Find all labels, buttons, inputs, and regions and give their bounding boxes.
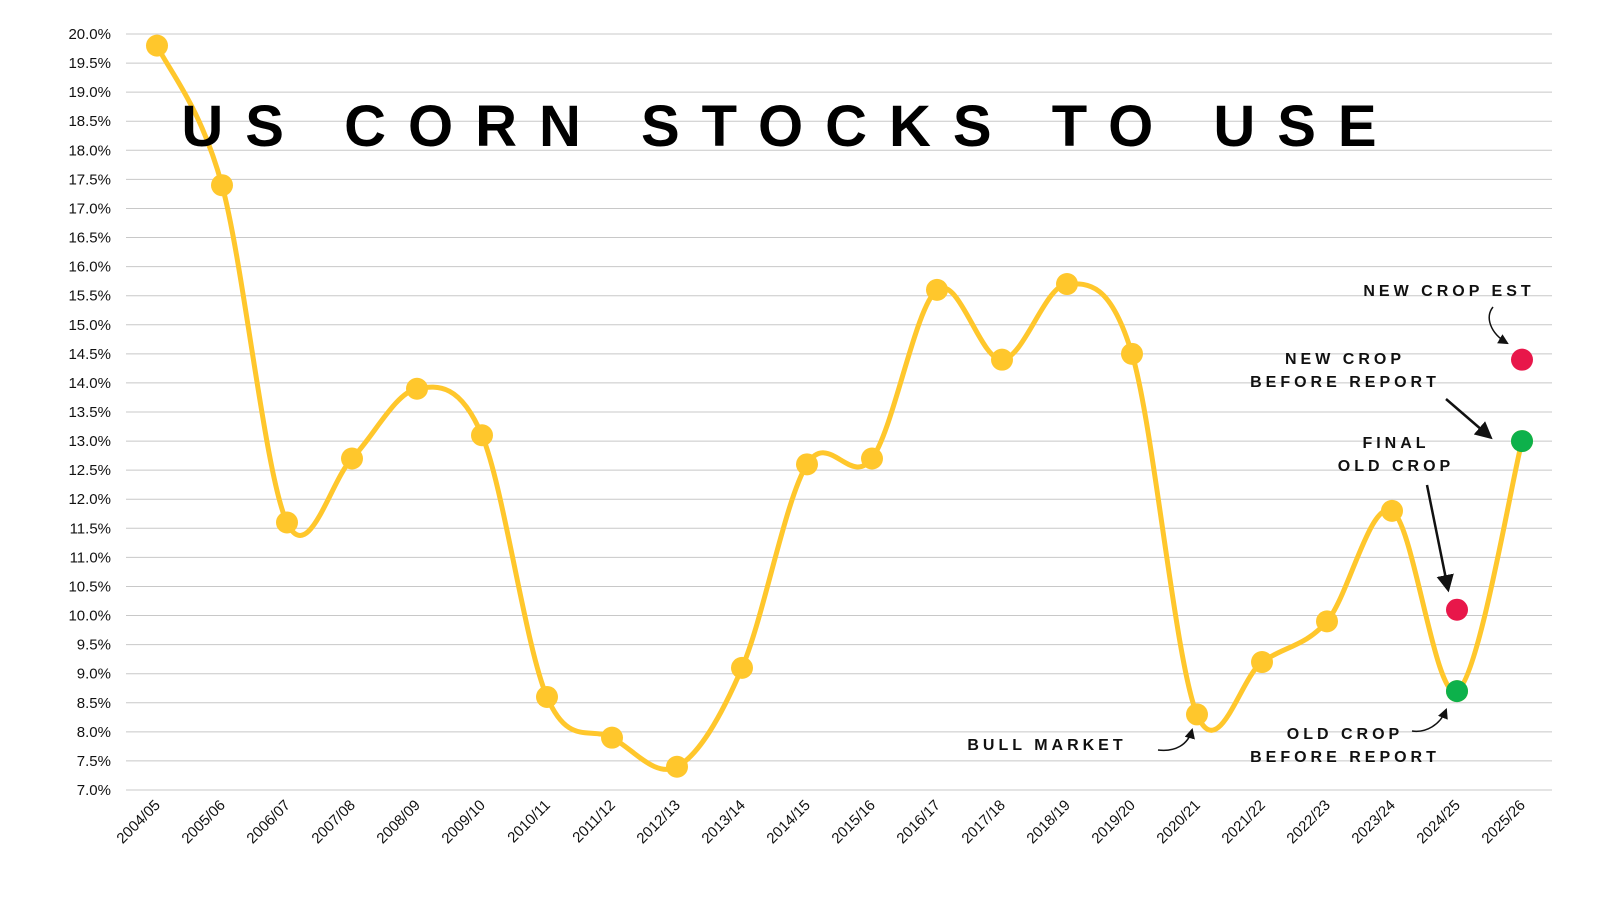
- x-tick-label: 2012/13: [633, 797, 683, 847]
- chart-title: US CORN STOCKS TO USE: [181, 94, 1398, 159]
- x-tick-label: 2022/23: [1283, 797, 1333, 847]
- x-tick-label: 2024/25: [1413, 797, 1463, 847]
- annotation-final-old: OLD CROP: [1338, 458, 1454, 475]
- x-tick-label: 2007/08: [308, 797, 358, 847]
- x-tick-label: 2010/11: [504, 797, 554, 847]
- data-point: [731, 656, 753, 679]
- x-tick-label: 2005/06: [178, 797, 228, 847]
- data-point: [601, 726, 623, 749]
- y-tick-label: 19.5%: [68, 55, 111, 72]
- data-point: [536, 685, 558, 708]
- y-tick-label: 11.0%: [70, 549, 111, 566]
- y-tick-label: 13.0%: [68, 433, 111, 450]
- data-point: [991, 348, 1013, 371]
- data-point: [471, 424, 493, 447]
- annotation-oldcrop-before: BEFORE REPORT: [1250, 749, 1440, 766]
- highlight-point: [1446, 680, 1468, 703]
- x-tick-label: 2019/20: [1088, 797, 1138, 847]
- x-tick-label: 2023/24: [1348, 797, 1398, 847]
- y-axis-tick-labels: 7.0% 7.5% 8.0% 8.5% 9.0% 9.5% 10.0% 10.5% 11.0% 1…: [68, 26, 111, 799]
- y-tick-label: 18.5%: [68, 113, 111, 130]
- y-tick-label: 9.5%: [77, 637, 111, 654]
- highlight-point: [1511, 430, 1533, 453]
- x-axis-tick-labels: 2004/05 2005/06 2006/07 2007/08 2008/09 2009/…: [113, 797, 1528, 847]
- y-tick-label: 13.5%: [68, 404, 111, 421]
- data-point: [276, 511, 298, 534]
- x-tick-label: 2008/09: [373, 797, 423, 847]
- y-tick-label: 16.5%: [68, 230, 111, 247]
- extra-point: [1446, 598, 1468, 621]
- x-tick-label: 2020/21: [1153, 797, 1203, 847]
- x-tick-label: 2013/14: [698, 797, 748, 847]
- annotation-newcrop-before: NEW CROP: [1285, 351, 1405, 368]
- y-tick-label: 15.0%: [68, 317, 111, 334]
- y-tick-label: 16.0%: [68, 259, 111, 276]
- x-tick-label: 2014/15: [763, 797, 813, 847]
- y-tick-label: 19.0%: [68, 84, 111, 101]
- annotation-arrow: [1445, 398, 1493, 440]
- annotation-bull: BULL MARKET: [967, 737, 1126, 754]
- annotation-arrow: [1411, 708, 1448, 733]
- y-tick-label: 14.0%: [68, 375, 111, 392]
- data-point: [1316, 610, 1338, 633]
- data-point: [1121, 342, 1143, 365]
- y-tick-label: 8.0%: [77, 724, 111, 741]
- data-point: [1381, 499, 1403, 522]
- annotation-newcrop-est: NEW CROP EST: [1363, 283, 1534, 300]
- annotation-newcrop-before: BEFORE REPORT: [1250, 374, 1440, 391]
- annotation-final-old: FINAL: [1362, 435, 1429, 452]
- grid-lines: [126, 33, 1552, 791]
- y-tick-label: 7.5%: [77, 753, 111, 770]
- data-point: [341, 447, 363, 470]
- x-tick-label: 2016/17: [893, 797, 943, 847]
- y-tick-label: 12.5%: [68, 462, 111, 479]
- y-tick-label: 18.0%: [68, 142, 111, 159]
- x-tick-label: 2025/26: [1478, 797, 1528, 847]
- data-point: [211, 174, 233, 197]
- data-point: [1186, 703, 1208, 726]
- annotation-arrow: [1425, 484, 1454, 593]
- annotation-arrow: [1157, 727, 1195, 752]
- y-tick-label: 14.5%: [68, 346, 111, 363]
- x-tick-label: 2009/10: [438, 797, 488, 847]
- x-tick-label: 2021/22: [1218, 797, 1268, 847]
- x-tick-label: 2004/05: [113, 797, 163, 847]
- annotations: BULL MARKET OLD CROP BEFORE REPORT FINAL OLD…: [967, 283, 1534, 766]
- x-tick-label: 2011/12: [569, 797, 619, 847]
- annotation-arrow: [1488, 306, 1509, 345]
- y-tick-label: 17.0%: [68, 200, 111, 217]
- extra-point: [1511, 348, 1533, 371]
- y-tick-label: 17.5%: [68, 171, 111, 188]
- x-tick-label: 2006/07: [243, 797, 293, 847]
- annotation-oldcrop-before: OLD CROP: [1287, 726, 1403, 743]
- data-point: [796, 453, 818, 476]
- y-tick-label: 12.0%: [68, 491, 111, 508]
- y-tick-label: 20.0%: [68, 26, 111, 43]
- data-point: [1251, 651, 1273, 674]
- data-point: [861, 447, 883, 470]
- y-tick-label: 8.5%: [77, 695, 111, 712]
- data-point: [666, 755, 688, 778]
- y-tick-label: 9.0%: [77, 666, 111, 683]
- y-tick-label: 10.5%: [68, 578, 111, 595]
- data-point: [406, 377, 428, 400]
- y-tick-label: 7.0%: [77, 782, 111, 799]
- data-point: [926, 278, 948, 301]
- y-tick-label: 15.5%: [68, 288, 111, 305]
- x-tick-label: 2018/19: [1023, 797, 1073, 847]
- data-point: [146, 34, 168, 57]
- x-tick-label: 2015/16: [828, 797, 878, 847]
- data-point: [1056, 273, 1078, 296]
- y-tick-label: 11.5%: [70, 520, 111, 537]
- y-tick-label: 10.0%: [68, 608, 111, 625]
- data-points: [146, 34, 1533, 778]
- x-tick-label: 2017/18: [958, 797, 1008, 847]
